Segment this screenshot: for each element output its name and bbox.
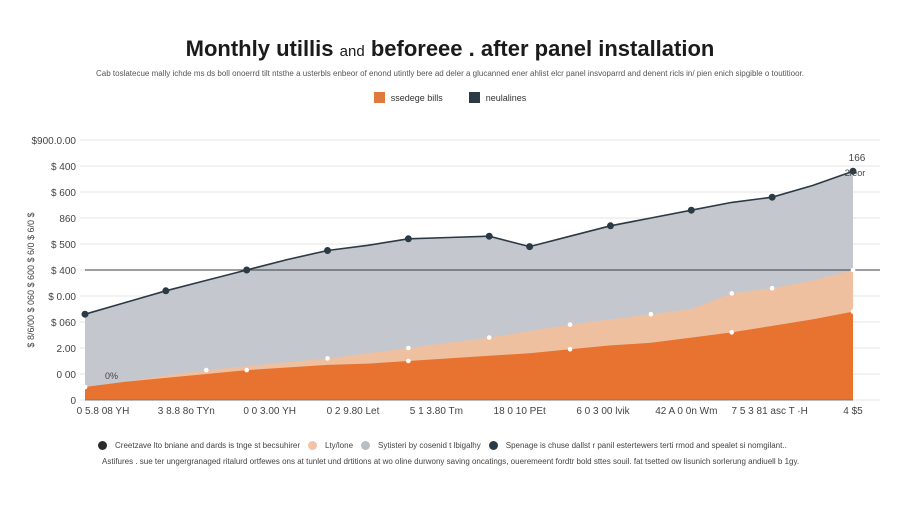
y-tick-label-5: $ 400 xyxy=(51,266,76,277)
legend: ssedege bills neulalines xyxy=(0,92,900,103)
y-tick-label-7: 860 xyxy=(59,214,76,225)
point-s1-16 xyxy=(729,291,735,296)
footer-dot-1 xyxy=(98,441,107,450)
footer-item-3: Sytisteri by cosenid t lbigalhy xyxy=(378,441,481,450)
footer-item-4: Spenage is chuse dallst r panil estertew… xyxy=(505,441,787,450)
footer-legend: Creetzave lto bniane and dards is tnge s… xyxy=(98,441,858,450)
x-tick-label-3: 0 2 9.80 Let xyxy=(327,406,380,417)
point-s1-19 xyxy=(850,267,856,273)
point-s2-6 xyxy=(324,247,332,254)
x-tick-label-4: 5 1 3.80 Tm xyxy=(410,406,463,417)
point-s1-0 xyxy=(82,384,88,390)
x-tick-label-5: 18 0 10 PEt xyxy=(494,406,546,417)
footer-dot-3 xyxy=(361,441,371,450)
footer-item-1: Creetzave lto bniane and dards is tnge s… xyxy=(115,441,300,450)
point-s2-13 xyxy=(606,222,614,230)
x-tick-label-0: 0 5.8 08 YH xyxy=(77,406,130,417)
point-s2-19 xyxy=(849,167,857,175)
annotation-end-value: 166 xyxy=(849,153,866,164)
point-s2-4 xyxy=(243,266,251,274)
chart-subtitle: Cab toslatecue mally ichde ms ds boll on… xyxy=(96,69,804,78)
annotation-start: 0% xyxy=(105,371,118,381)
point-s1-8 xyxy=(406,345,411,351)
x-tick-label-2: 0 0 3.00 YH xyxy=(243,406,296,417)
y-tick-label-4: $ 0.00 xyxy=(48,292,76,303)
annotation-end-label: 2/éor xyxy=(845,168,866,178)
y-tick-label-2: 2.00 xyxy=(57,344,77,355)
y-tick-label-10: $900.0.00 xyxy=(32,136,77,147)
legend-swatch-baseline xyxy=(468,92,480,103)
legend-label-baseline: neulalines xyxy=(485,92,527,103)
point-s2-10 xyxy=(485,232,493,240)
point-s2-2 xyxy=(162,287,170,295)
point-s0-12 xyxy=(567,347,573,352)
y-tick-label-9: $ 400 xyxy=(51,162,76,173)
x-tick-label-9: 4 $5 xyxy=(843,406,863,417)
point-s2-11 xyxy=(526,243,534,251)
legend-item-baseline: neulalines xyxy=(468,92,527,103)
chart-title: Monthly utillis and beforeee . after pan… xyxy=(185,36,715,61)
footer-dot-2 xyxy=(308,441,317,450)
point-s1-14 xyxy=(648,311,654,317)
point-s0-4 xyxy=(244,367,249,373)
point-s1-10 xyxy=(486,335,492,340)
legend-label-savings: ssedege bills xyxy=(390,92,443,103)
footer-item-2: Lty/lone xyxy=(325,441,354,450)
point-s1-6 xyxy=(325,356,330,361)
point-s0-8 xyxy=(406,358,411,364)
chart-footer: Creetzave lto bniane and dards is tnge s… xyxy=(98,441,858,466)
baseline-series-line xyxy=(84,170,854,315)
point-s1-3 xyxy=(203,367,209,373)
x-tick-label-1: 3 8.8 8o TYn xyxy=(158,406,215,417)
x-tick-label-7: 42 A 0 0n Wm xyxy=(655,406,717,417)
point-s2-17 xyxy=(768,193,776,201)
y-tick-label-0: 0 xyxy=(70,396,76,407)
point-s2-15 xyxy=(687,206,695,214)
x-tick-label-8: 7 5 3 81 asc T ·H xyxy=(731,406,807,417)
point-s1-12 xyxy=(567,322,573,327)
legend-item-savings: ssedege bills xyxy=(373,92,443,103)
legend-swatch-savings xyxy=(373,92,385,103)
y-tick-label-8: $ 600 xyxy=(51,188,76,199)
y-axis-label: $ 8/6/00 $ 060 $ 600 $ 6/0 $ 6/0 $ xyxy=(26,212,36,347)
point-s2-0 xyxy=(81,310,89,318)
x-tick-label-6: 6 0 3 00 lvik xyxy=(576,406,630,417)
point-s0-19 xyxy=(850,309,856,314)
point-s1-17 xyxy=(769,285,775,291)
footer-dot-4 xyxy=(488,441,498,450)
footer-note: Astifures . sue ter ungergranaged ritalu… xyxy=(102,457,800,466)
y-tick-label-6: $ 500 xyxy=(51,240,76,251)
y-tick-label-3: $ 060 xyxy=(51,318,76,329)
point-s2-8 xyxy=(404,235,412,243)
y-tick-label-1: 0 00 xyxy=(57,370,77,381)
area-savings xyxy=(85,311,853,400)
point-s0-16 xyxy=(729,330,735,335)
